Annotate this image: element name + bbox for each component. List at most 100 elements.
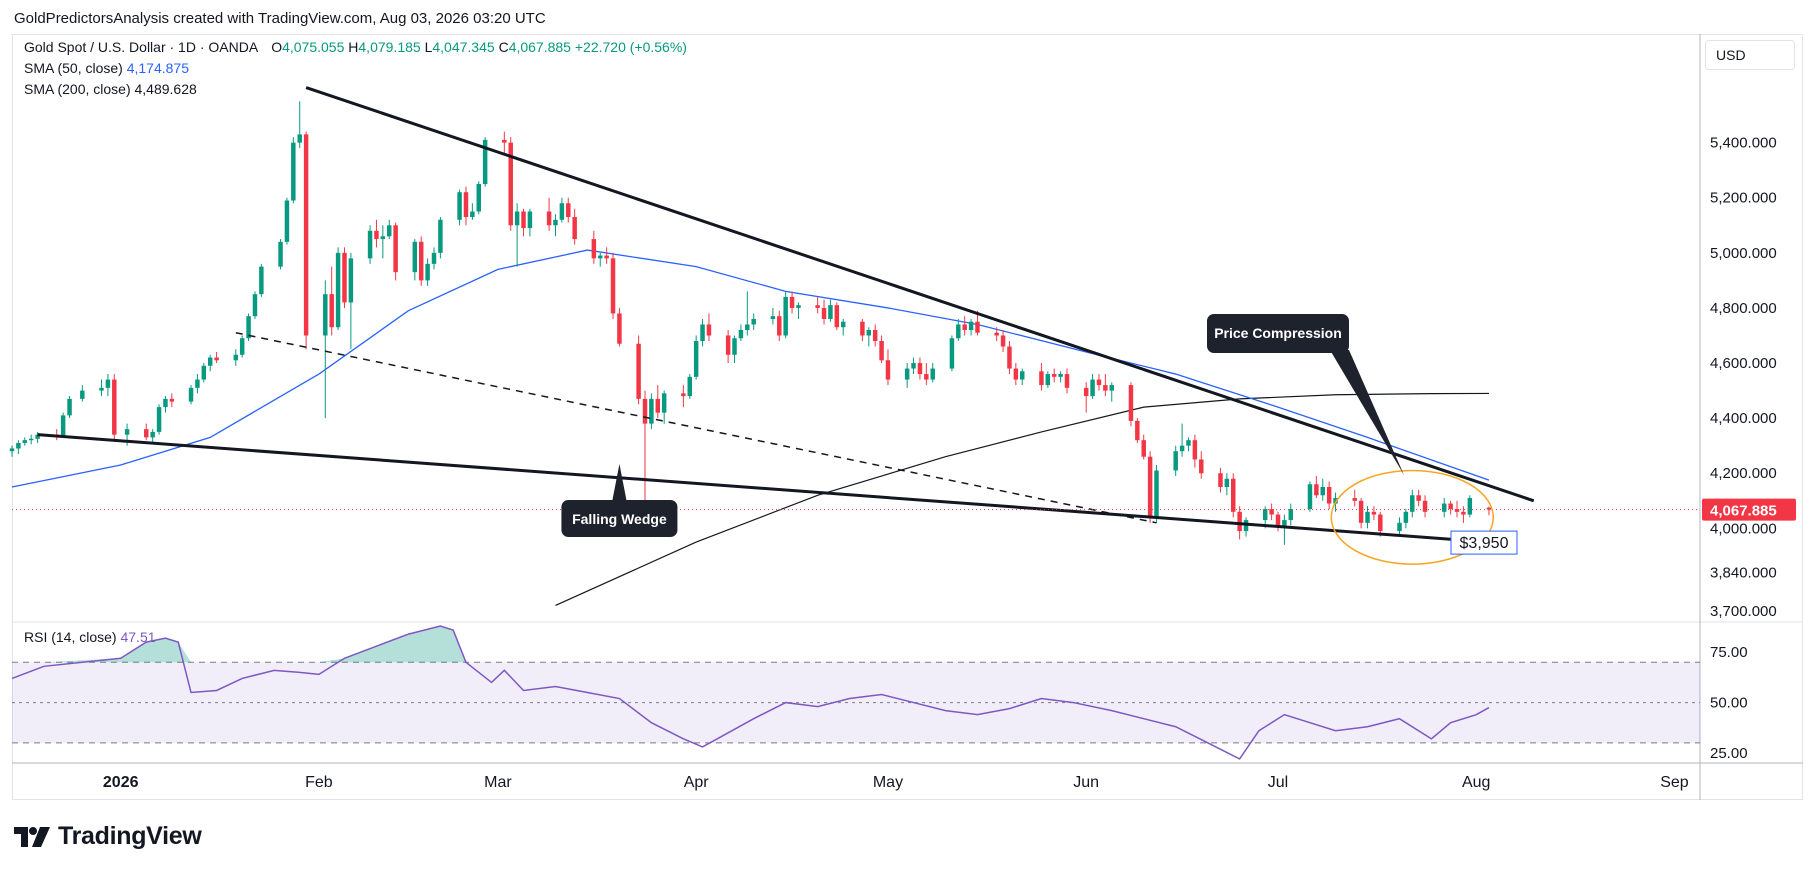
legend-sma50-row[interactable]: SMA (50, close) 4,174.875: [24, 59, 189, 77]
candle[interactable]: [1039, 363, 1044, 391]
candle[interactable]: [1058, 371, 1063, 383]
candle[interactable]: [681, 385, 686, 408]
candle[interactable]: [572, 208, 577, 245]
candle[interactable]: [598, 252, 603, 267]
candle[interactable]: [297, 101, 302, 149]
candle[interactable]: [329, 266, 334, 336]
candle[interactable]: [412, 239, 418, 281]
candle[interactable]: [67, 396, 72, 419]
candle[interactable]: [917, 357, 923, 380]
candle[interactable]: [35, 431, 40, 443]
candle[interactable]: [252, 291, 258, 319]
candle[interactable]: [1275, 511, 1281, 532]
candle[interactable]: [968, 318, 974, 336]
candle[interactable]: [1314, 475, 1319, 499]
candle[interactable]: [770, 307, 776, 325]
candle[interactable]: [738, 324, 744, 341]
candle[interactable]: [1173, 445, 1178, 476]
candle[interactable]: [1461, 506, 1466, 523]
currency-button[interactable]: USD: [1705, 40, 1795, 70]
candle[interactable]: [610, 252, 616, 319]
legend-rsi-row[interactable]: RSI (14, close) 47.51: [24, 628, 156, 646]
candle[interactable]: [99, 379, 104, 397]
candle[interactable]: [566, 197, 571, 223]
candle[interactable]: [642, 390, 648, 501]
candle[interactable]: [22, 437, 28, 446]
candle[interactable]: [553, 214, 558, 237]
candle[interactable]: [789, 291, 795, 314]
candle[interactable]: [207, 354, 213, 372]
candle[interactable]: [700, 318, 705, 347]
candle[interactable]: [1358, 498, 1364, 529]
candle[interactable]: [1186, 437, 1191, 452]
candles[interactable]: [9, 101, 1492, 545]
candle[interactable]: [860, 318, 865, 341]
candle[interactable]: [482, 137, 488, 187]
candle[interactable]: [994, 327, 999, 341]
candle[interactable]: [514, 203, 520, 267]
candle[interactable]: [815, 296, 820, 314]
candle[interactable]: [1403, 509, 1409, 529]
candle[interactable]: [463, 186, 469, 226]
candle[interactable]: [1218, 467, 1223, 493]
price-compression-callout[interactable]: Price Compression: [1207, 314, 1404, 475]
candle[interactable]: [393, 222, 398, 281]
symbol-label[interactable]: Gold Spot / U.S. Dollar · 1D · OANDA: [24, 39, 258, 55]
candle[interactable]: [1141, 434, 1146, 460]
candle[interactable]: [1307, 481, 1313, 512]
candle[interactable]: [1013, 363, 1019, 386]
candle[interactable]: [866, 327, 872, 347]
tradingview-logo[interactable]: TradingView: [14, 822, 202, 851]
candle[interactable]: [246, 313, 251, 341]
candle[interactable]: [438, 217, 443, 259]
candle[interactable]: [1109, 382, 1114, 402]
candle[interactable]: [879, 335, 884, 364]
candle[interactable]: [591, 230, 597, 264]
trendlines[interactable]: [37, 86, 1535, 544]
candle[interactable]: [1224, 473, 1230, 496]
sma200-path[interactable]: [555, 392, 1490, 607]
candle[interactable]: [380, 225, 386, 259]
candle[interactable]: [725, 329, 731, 364]
candle[interactable]: [751, 313, 756, 330]
candle[interactable]: [1154, 464, 1159, 523]
candle[interactable]: [1179, 423, 1185, 457]
candle[interactable]: [1288, 503, 1294, 526]
candle[interactable]: [687, 374, 692, 399]
candle[interactable]: [112, 374, 117, 441]
candle[interactable]: [1007, 341, 1012, 375]
candle[interactable]: [706, 313, 712, 341]
candle[interactable]: [559, 197, 565, 223]
candle[interactable]: [1083, 382, 1089, 413]
candle[interactable]: [521, 208, 526, 237]
candle[interactable]: [16, 440, 21, 454]
candle[interactable]: [387, 219, 392, 240]
candle[interactable]: [1397, 517, 1402, 534]
trendline-wedge-upper[interactable]: [305, 86, 1535, 503]
candle[interactable]: [1365, 506, 1370, 529]
candle[interactable]: [1378, 511, 1383, 537]
candle[interactable]: [508, 137, 513, 231]
candle[interactable]: [783, 291, 788, 339]
candle[interactable]: [342, 247, 347, 308]
candle[interactable]: [1422, 495, 1428, 518]
candle[interactable]: [425, 258, 430, 286]
candle[interactable]: [1282, 514, 1287, 545]
candle[interactable]: [195, 374, 200, 394]
candle[interactable]: [527, 208, 533, 237]
candle[interactable]: [1269, 503, 1274, 521]
candle[interactable]: [335, 247, 341, 330]
candle[interactable]: [1454, 500, 1460, 518]
candle[interactable]: [144, 423, 149, 441]
candle[interactable]: [470, 203, 475, 220]
candle[interactable]: [163, 396, 168, 413]
candle[interactable]: [150, 429, 155, 443]
candle[interactable]: [1410, 489, 1415, 518]
legend-sma200-row[interactable]: SMA (200, close) 4,489.628: [24, 80, 197, 98]
candle[interactable]: [732, 335, 737, 364]
support-level-tag[interactable]: $3,950: [1450, 530, 1518, 555]
candle[interactable]: [1326, 481, 1332, 510]
candle[interactable]: [655, 385, 661, 419]
candle[interactable]: [1135, 418, 1140, 443]
